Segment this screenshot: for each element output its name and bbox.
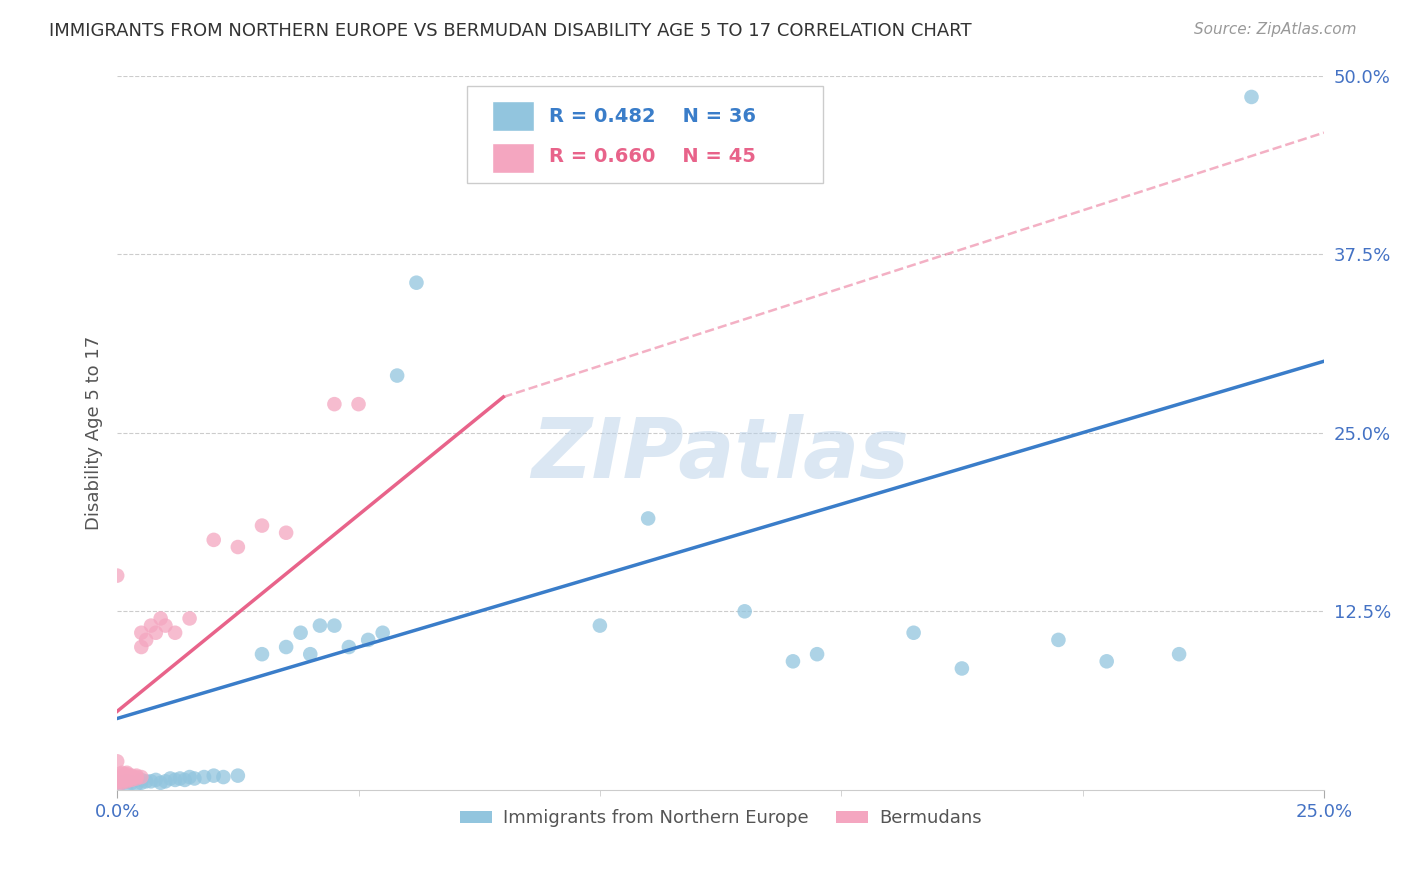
Point: [782, 654, 804, 668]
Point: [323, 397, 346, 411]
Point: [1095, 654, 1118, 668]
Point: [165, 772, 187, 787]
Point: [139, 618, 162, 632]
Point: [159, 772, 181, 786]
Point: [125, 769, 148, 783]
Point: [105, 755, 128, 769]
Point: [139, 774, 162, 789]
Point: [145, 772, 167, 787]
Point: [149, 611, 172, 625]
Point: [105, 776, 128, 790]
Point: [202, 769, 225, 783]
Point: [131, 772, 153, 787]
Legend: Immigrants from Northern Europe, Bermudans: Immigrants from Northern Europe, Bermuda…: [453, 802, 988, 835]
Point: [115, 772, 138, 786]
Point: [903, 625, 925, 640]
Point: [806, 647, 828, 661]
Point: [1240, 90, 1263, 104]
Point: [193, 770, 215, 784]
Text: R = 0.660    N = 45: R = 0.660 N = 45: [550, 147, 756, 166]
Text: R = 0.482    N = 36: R = 0.482 N = 36: [550, 107, 756, 126]
Point: [226, 769, 249, 783]
Point: [135, 632, 157, 647]
Y-axis label: Disability Age 5 to 17: Disability Age 5 to 17: [86, 335, 103, 530]
Point: [1168, 647, 1191, 661]
Point: [111, 770, 134, 784]
Point: [337, 640, 360, 654]
Point: [179, 611, 201, 625]
Point: [125, 772, 148, 786]
Point: [250, 518, 273, 533]
Point: [131, 770, 153, 784]
Point: [202, 533, 225, 547]
Point: [226, 540, 249, 554]
Point: [121, 772, 143, 786]
Point: [111, 776, 134, 790]
Point: [115, 772, 138, 787]
Point: [323, 618, 346, 632]
Point: [145, 625, 167, 640]
Point: [299, 647, 322, 661]
Point: [385, 368, 408, 383]
Point: [165, 625, 187, 640]
Point: [309, 618, 332, 632]
Point: [169, 772, 191, 786]
Point: [155, 618, 177, 632]
Point: [250, 647, 273, 661]
FancyBboxPatch shape: [492, 102, 533, 131]
Point: [734, 604, 756, 618]
Point: [183, 772, 205, 786]
Point: [121, 770, 143, 784]
Point: [212, 770, 235, 784]
Point: [347, 397, 370, 411]
Point: [131, 776, 153, 790]
Point: [371, 625, 394, 640]
Point: [1047, 632, 1070, 647]
Point: [115, 777, 138, 791]
Point: [115, 765, 138, 780]
Point: [115, 774, 138, 789]
Text: Source: ZipAtlas.com: Source: ZipAtlas.com: [1194, 22, 1357, 37]
Point: [105, 774, 128, 789]
Point: [115, 769, 138, 783]
Text: ZIPatlas: ZIPatlas: [531, 414, 910, 495]
Point: [290, 625, 312, 640]
Point: [950, 661, 973, 675]
Point: [276, 525, 298, 540]
Point: [173, 772, 195, 787]
Point: [111, 769, 134, 783]
Point: [111, 767, 134, 781]
FancyBboxPatch shape: [467, 87, 823, 183]
Point: [105, 568, 128, 582]
Point: [589, 618, 612, 632]
FancyBboxPatch shape: [492, 144, 533, 173]
Point: [111, 774, 134, 789]
Point: [357, 632, 380, 647]
Point: [135, 774, 157, 789]
Point: [121, 769, 143, 783]
Point: [111, 772, 134, 787]
Point: [149, 776, 172, 790]
Point: [115, 770, 138, 784]
Point: [111, 765, 134, 780]
Point: [276, 640, 298, 654]
Point: [179, 770, 201, 784]
Point: [131, 640, 153, 654]
Point: [155, 774, 177, 789]
Point: [111, 772, 134, 786]
Point: [105, 772, 128, 786]
Point: [105, 772, 128, 787]
Point: [115, 774, 138, 789]
Point: [405, 276, 427, 290]
Point: [121, 772, 143, 787]
Point: [105, 776, 128, 790]
Point: [125, 770, 148, 784]
Text: IMMIGRANTS FROM NORTHERN EUROPE VS BERMUDAN DISABILITY AGE 5 TO 17 CORRELATION C: IMMIGRANTS FROM NORTHERN EUROPE VS BERMU…: [49, 22, 972, 40]
Point: [115, 767, 138, 781]
Point: [131, 625, 153, 640]
Point: [111, 776, 134, 790]
Point: [121, 776, 143, 790]
Point: [125, 777, 148, 791]
Point: [637, 511, 659, 525]
